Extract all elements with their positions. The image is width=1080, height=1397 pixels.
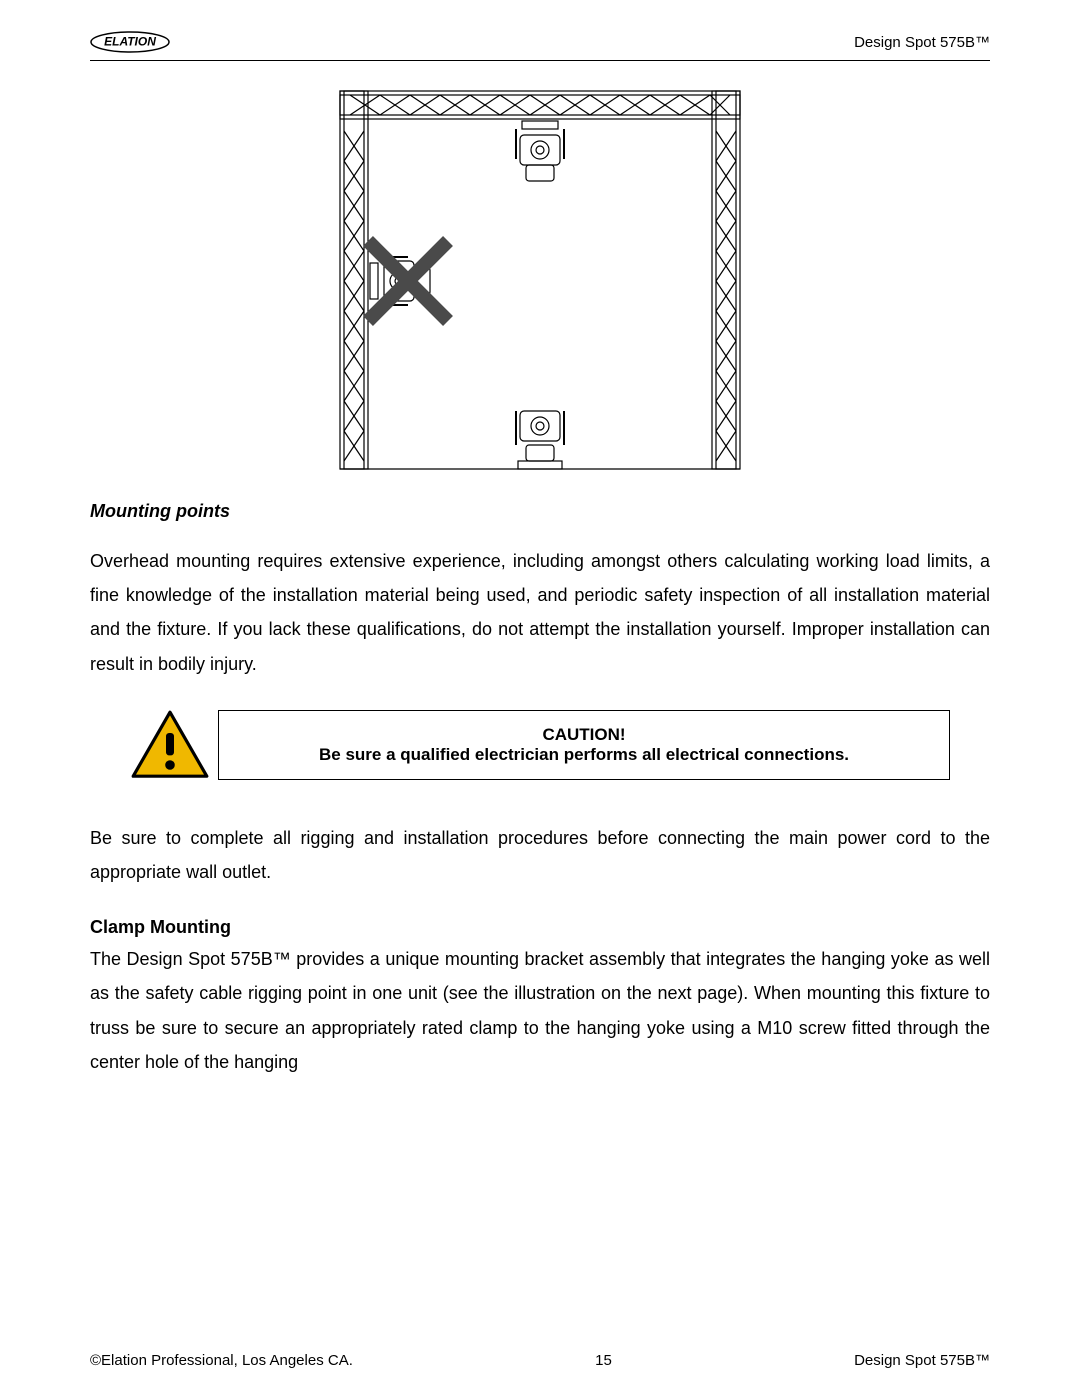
mounting-points-heading: Mounting points — [90, 501, 990, 522]
caution-title: CAUTION! — [237, 725, 931, 745]
rigging-paragraph: Be sure to complete all rigging and inst… — [90, 821, 990, 889]
page-footer: ©Elation Professional, Los Angeles CA. 1… — [90, 1352, 990, 1369]
clamp-mounting-paragraph: The Design Spot 575B™ provides a unique … — [90, 942, 990, 1079]
header-product-label: Design Spot 575B™ — [854, 34, 990, 51]
truss-diagram — [320, 81, 760, 471]
truss-diagram-container — [90, 81, 990, 471]
footer-left: ©Elation Professional, Los Angeles CA. — [90, 1352, 353, 1369]
warning-triangle-icon — [130, 709, 210, 781]
svg-text:ELATION: ELATION — [104, 35, 156, 49]
caution-box: CAUTION! Be sure a qualified electrician… — [218, 710, 950, 780]
footer-page-number: 15 — [595, 1352, 612, 1369]
caution-row: CAUTION! Be sure a qualified electrician… — [130, 709, 950, 781]
clamp-mounting-heading: Clamp Mounting — [90, 917, 990, 938]
page-header: ELATION Design Spot 575B™ — [90, 28, 990, 61]
caution-text: Be sure a qualified electrician performs… — [237, 745, 931, 765]
brand-logo: ELATION — [90, 28, 170, 56]
mounting-points-paragraph: Overhead mounting requires extensive exp… — [90, 544, 990, 681]
footer-right: Design Spot 575B™ — [854, 1352, 990, 1369]
